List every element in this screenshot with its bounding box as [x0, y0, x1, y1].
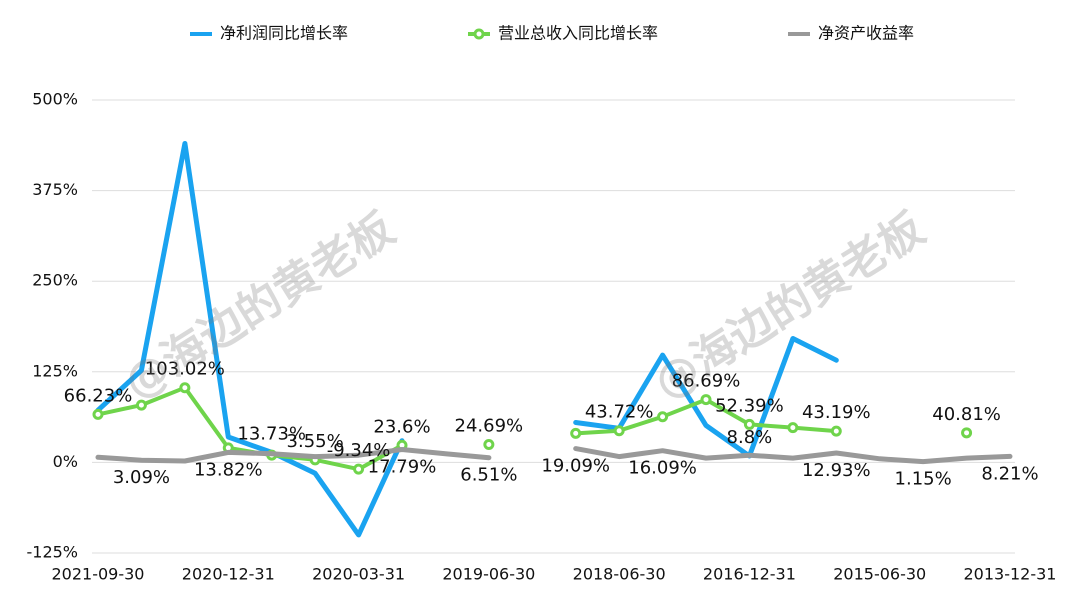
data-label: 13.73%: [237, 423, 306, 444]
point: [613, 425, 625, 437]
data-label: 17.79%: [368, 457, 437, 478]
y-tick-label: 500%: [32, 90, 78, 109]
data-label: 19.09%: [541, 456, 610, 477]
y-tick-label: 375%: [32, 180, 78, 199]
point: [787, 422, 799, 434]
legend-label: 净资产收益率: [818, 24, 914, 43]
data-label: 16.09%: [628, 458, 697, 479]
data-label: 23.6%: [373, 416, 430, 437]
x-tick-label: 2015-06-30: [833, 565, 926, 584]
data-label: 6.51%: [460, 465, 517, 486]
point: [700, 394, 712, 406]
data-label: 43.19%: [802, 402, 871, 423]
data-label: 66.23%: [64, 385, 133, 406]
point: [570, 427, 582, 439]
x-tick-label: 2013-12-31: [964, 565, 1057, 584]
y-tick-label: -125%: [26, 543, 78, 562]
legend-marker: [473, 28, 485, 40]
watermark: @海边的黄老板: [645, 203, 933, 409]
watermarks: @海边的黄老板 @海边的黄老板: [115, 203, 933, 409]
data-label: 3.55%: [287, 431, 344, 452]
data-label: 12.93%: [802, 460, 871, 481]
point: [657, 411, 669, 423]
data-label: 1.15%: [895, 469, 952, 490]
data-label: 103.02%: [145, 359, 225, 380]
x-tick-label: 2020-12-31: [182, 565, 275, 584]
x-tick-label: 2018-06-30: [573, 565, 666, 584]
data-label: 86.69%: [672, 371, 741, 392]
point: [179, 382, 191, 394]
data-label: 8.8%: [727, 427, 773, 448]
y-tick-label: 125%: [32, 361, 78, 380]
y-tick-label: 0%: [53, 452, 78, 471]
x-tick-label: 2020-03-31: [312, 565, 405, 584]
series-line: [95, 446, 1013, 465]
point: [961, 427, 973, 439]
x-tick-label: 2019-06-30: [442, 565, 535, 584]
legend-label: 净利润同比增长率: [220, 24, 348, 43]
x-tick-label: 2016-12-31: [703, 565, 796, 584]
data-label: 40.81%: [932, 404, 1001, 425]
data-label: 3.09%: [113, 467, 170, 488]
data-label: -9.34%: [327, 440, 391, 461]
point: [743, 418, 755, 430]
plot: -125% 0% 125% 250% 375% 500% 2021-09-30 2020-12…: [26, 24, 1056, 584]
point: [830, 425, 842, 437]
data-label: 52.39%: [715, 395, 784, 416]
data-label: 8.21%: [981, 463, 1038, 484]
legend-label: 营业总收入同比增长率: [498, 24, 658, 43]
point: [483, 439, 495, 451]
point: [92, 408, 104, 420]
data-label: 24.69%: [455, 416, 524, 437]
watermark: @海边的黄老板: [115, 203, 403, 409]
y-tick-label: 250%: [32, 271, 78, 290]
x-tick-label: 2021-09-30: [52, 565, 145, 584]
data-label: 43.72%: [585, 402, 654, 423]
data-label: 13.82%: [194, 459, 263, 480]
point: [353, 463, 365, 475]
point: [135, 399, 147, 411]
